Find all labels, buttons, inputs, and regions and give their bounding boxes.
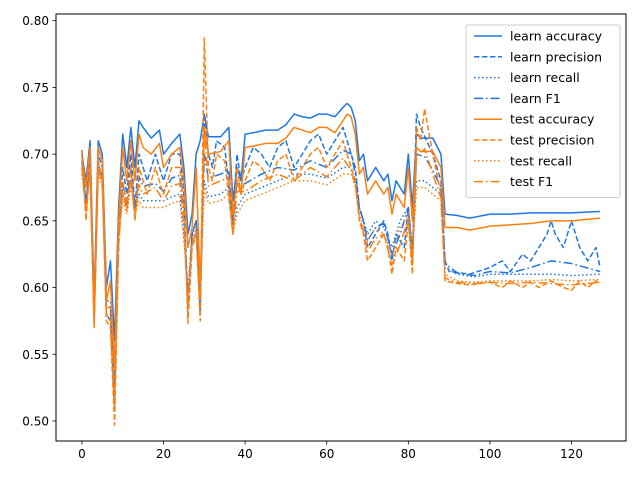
legend-label: test F1 [510, 174, 553, 189]
series-line-test-F1 [81, 126, 601, 409]
x-tick-label: 60 [319, 447, 334, 461]
series-line-test-precision [81, 37, 601, 426]
series-line-test-recall [81, 173, 601, 396]
y-tick-label: 0.55 [22, 348, 49, 362]
x-tick-label: 120 [560, 447, 583, 461]
x-tick-label: 40 [237, 447, 252, 461]
y-tick-label: 0.65 [22, 214, 49, 228]
legend-label: learn precision [510, 49, 602, 64]
x-tick-label: 0 [78, 447, 86, 461]
series-line-test-accuracy [81, 113, 601, 369]
legend-label: learn accuracy [510, 29, 603, 44]
x-tick-label: 20 [156, 447, 171, 461]
series-layer [81, 37, 601, 426]
legend-label: test precision [510, 133, 594, 148]
y-tick-label: 0.50 [22, 414, 49, 428]
y-tick-label: 0.75 [22, 81, 49, 95]
axes-frame [55, 13, 627, 442]
legend-label: test accuracy [510, 112, 595, 127]
x-tick-label: 100 [478, 447, 501, 461]
legend-label: test recall [510, 153, 572, 168]
legend-label: learn F1 [510, 91, 561, 106]
ticks-layer: 0 20 40 60 80 100 120 0.50 0.55 0.60 0.65 0.70 0.75 0… [22, 14, 583, 461]
legend: learn accuracy learn precision learn recal… [465, 24, 621, 198]
legend-label: learn recall [510, 70, 580, 85]
series-line-learn-accuracy [81, 102, 601, 342]
x-tick-label: 80 [401, 447, 416, 461]
y-tick-label: 0.60 [22, 281, 49, 295]
y-tick-label: 0.70 [22, 148, 49, 162]
legend-box [465, 24, 621, 198]
series-line-learn-recall [81, 166, 601, 382]
y-tick-label: 0.80 [22, 14, 49, 28]
series-line-learn-F1 [81, 149, 601, 396]
